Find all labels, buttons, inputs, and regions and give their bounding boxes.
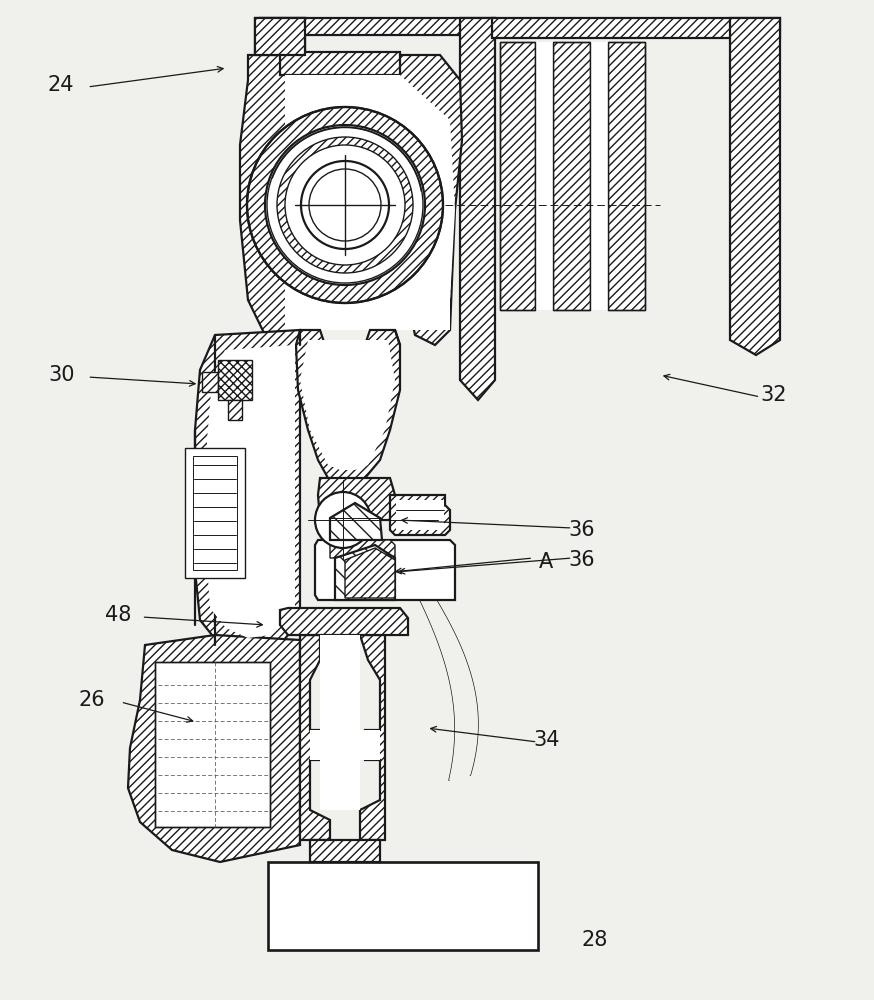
Polygon shape [345, 548, 395, 598]
Polygon shape [260, 18, 495, 35]
Circle shape [315, 492, 371, 548]
Polygon shape [296, 330, 400, 482]
Polygon shape [400, 555, 478, 780]
Polygon shape [228, 400, 242, 420]
Bar [310, 730, 380, 760]
Text: 34: 34 [533, 730, 559, 750]
Polygon shape [460, 18, 495, 400]
Polygon shape [553, 42, 590, 310]
Bar [255, 18, 305, 55]
Bar [193, 456, 237, 570]
Polygon shape [608, 42, 645, 310]
Polygon shape [318, 478, 395, 520]
Polygon shape [310, 840, 380, 862]
Bar [396, 500, 444, 530]
Circle shape [277, 137, 413, 273]
Polygon shape [730, 18, 780, 355]
Text: 36: 36 [568, 520, 594, 540]
Polygon shape [128, 635, 300, 862]
Polygon shape [335, 545, 395, 600]
Polygon shape [492, 18, 780, 38]
Polygon shape [500, 42, 535, 310]
Text: 30: 30 [48, 365, 74, 385]
Text: A: A [539, 552, 553, 572]
Polygon shape [395, 55, 462, 345]
Text: 26: 26 [79, 690, 105, 710]
Text: 32: 32 [760, 385, 787, 405]
Circle shape [247, 107, 443, 303]
Polygon shape [390, 495, 450, 535]
Bar [268, 862, 538, 950]
Bar [608, 42, 645, 310]
Bar [155, 662, 270, 827]
Polygon shape [300, 340, 395, 470]
Polygon shape [300, 635, 330, 840]
Polygon shape [280, 52, 400, 75]
Polygon shape [280, 608, 408, 635]
Polygon shape [207, 345, 295, 638]
Polygon shape [285, 75, 455, 330]
Polygon shape [195, 330, 300, 655]
Polygon shape [360, 635, 385, 840]
Polygon shape [255, 18, 305, 55]
Bar [320, 635, 360, 810]
Circle shape [267, 127, 423, 283]
Circle shape [309, 169, 381, 241]
Polygon shape [330, 503, 382, 540]
Circle shape [265, 125, 425, 285]
Bar [553, 42, 590, 310]
Bar [185, 448, 245, 578]
Circle shape [301, 161, 389, 249]
Circle shape [285, 145, 405, 265]
Polygon shape [330, 540, 395, 558]
Polygon shape [240, 55, 310, 345]
Polygon shape [218, 360, 252, 400]
Text: 36: 36 [568, 550, 594, 570]
Text: 28: 28 [581, 930, 607, 950]
Text: 48: 48 [105, 605, 131, 625]
Polygon shape [202, 372, 218, 392]
Bar [535, 42, 553, 310]
Polygon shape [315, 540, 455, 600]
Text: 24: 24 [48, 75, 74, 95]
Bar [590, 42, 608, 310]
Bar [500, 42, 535, 310]
